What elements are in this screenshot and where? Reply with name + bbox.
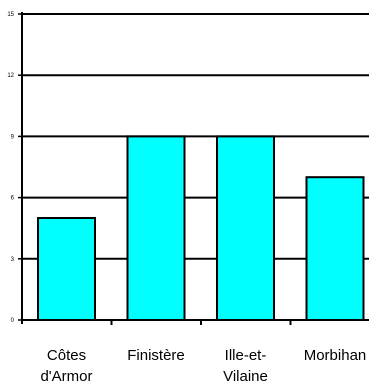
y-tick-label-6: 6 <box>11 196 15 202</box>
axes <box>18 12 369 325</box>
bars <box>37 135 365 321</box>
category-label-1-line-0: Finistère <box>127 347 185 364</box>
bar-1 <box>126 135 186 321</box>
y-tick-label-12: 12 <box>7 73 14 79</box>
y-tick-label-9: 9 <box>11 134 15 140</box>
x-category-labels: Côtes d'Armor Finistère Ille-et- Vilaine Morb… <box>40 347 366 385</box>
category-label-2-line-1: Vilaine <box>223 368 268 385</box>
category-label-0-line-0: Côtes <box>47 347 86 364</box>
bar-0 <box>37 217 96 321</box>
y-tick-labels: 0 3 6 9 12 15 <box>7 12 14 324</box>
category-label-3-line-0: Morbihan <box>304 347 367 364</box>
category-label-2-line-0: Ille-et- <box>225 347 267 364</box>
bar-3 <box>305 176 365 321</box>
category-label-0-line-1: d'Armor <box>40 368 92 385</box>
y-tick-label-0: 0 <box>11 318 15 324</box>
bar-2 <box>216 135 275 321</box>
y-tick-label-3: 3 <box>11 257 15 263</box>
y-tick-label-15: 15 <box>7 12 14 18</box>
